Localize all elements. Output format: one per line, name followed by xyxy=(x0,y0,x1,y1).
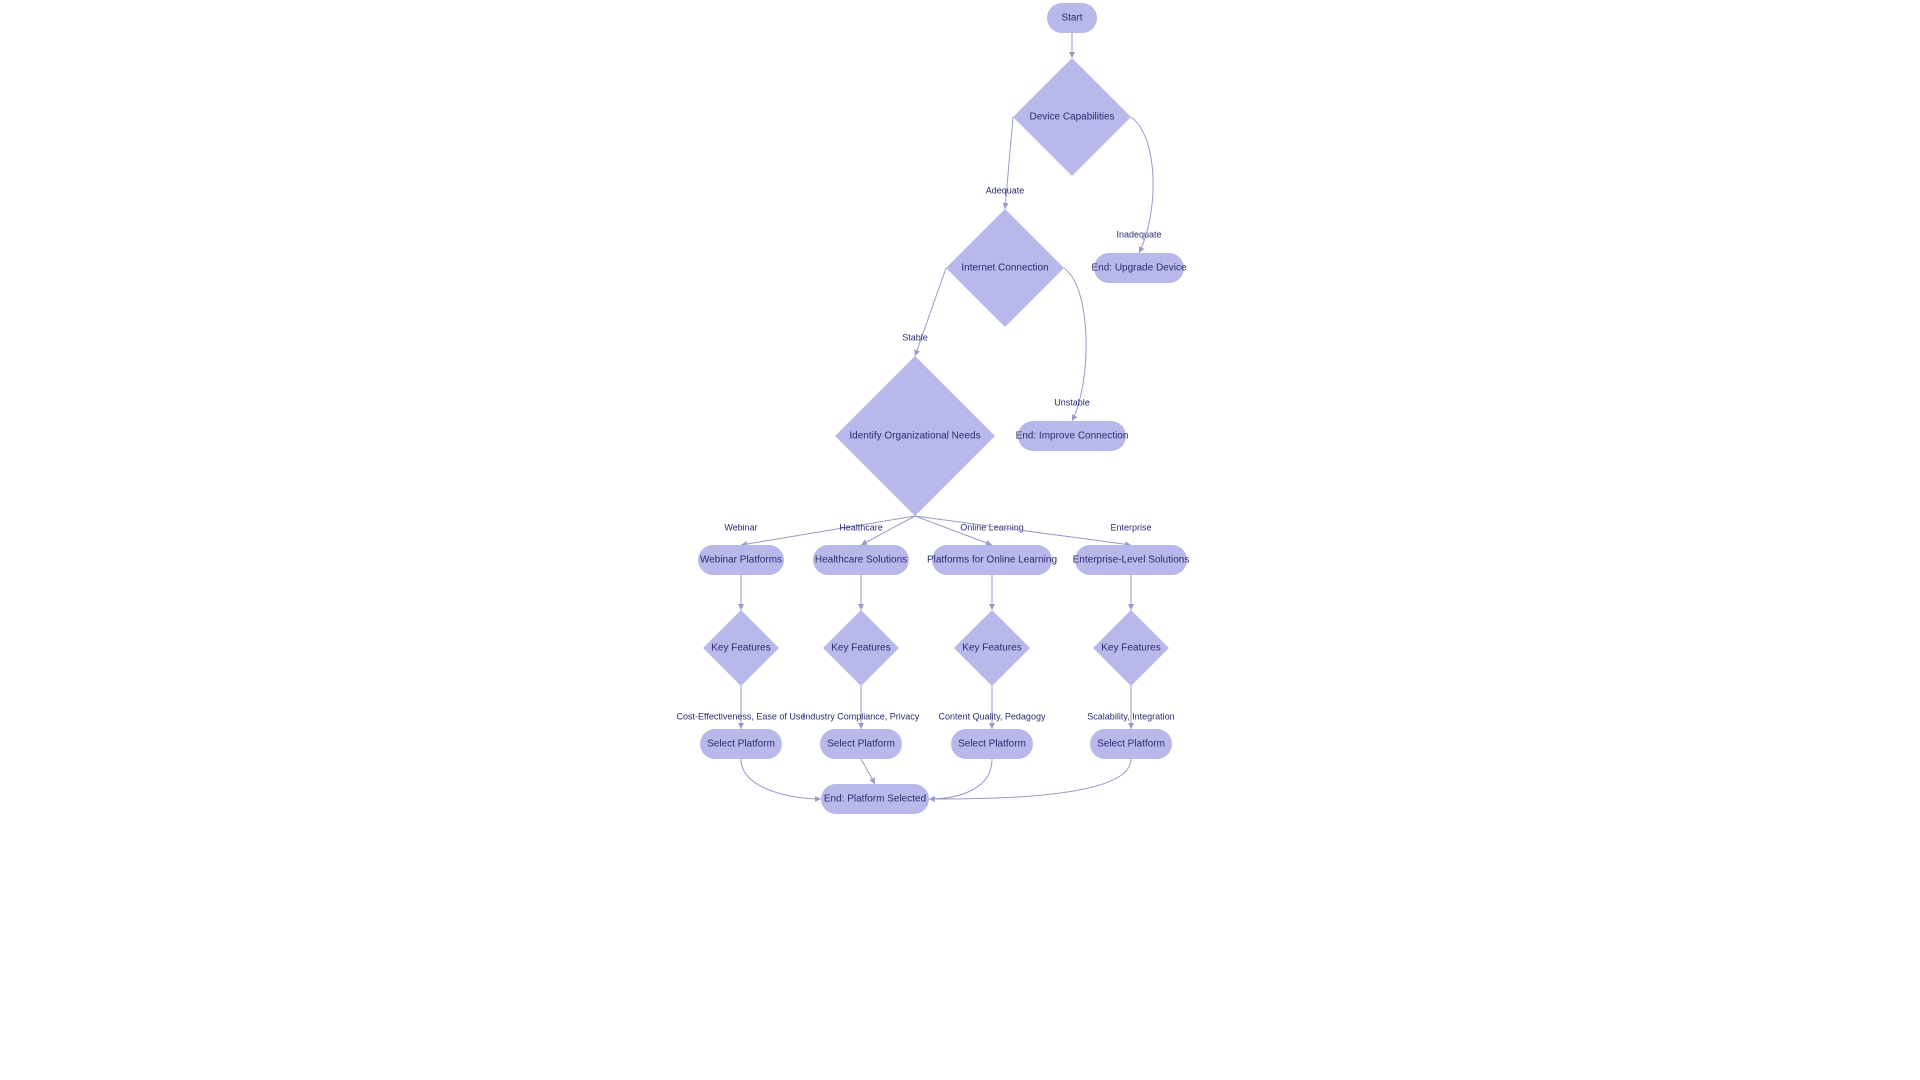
node-label-internet: Internet Connection xyxy=(961,263,1048,274)
edge-label-org-webinar: Webinar xyxy=(724,522,757,532)
edge-label-kf3-sp3: Content Quality, Pedagogy xyxy=(939,711,1046,721)
node-device: Device Capabilities xyxy=(1013,58,1131,176)
node-online: Platforms for Online Learning xyxy=(927,545,1057,575)
node-label-start: Start xyxy=(1061,13,1082,24)
edge-org-enterprise xyxy=(915,516,1131,545)
node-start: Start xyxy=(1047,3,1097,33)
edge-label-internet-improve: Unstable xyxy=(1054,397,1090,407)
edge-label-device-internet: Adequate xyxy=(986,185,1025,195)
edge-label-kf1-sp1: Cost-Effectiveness, Ease of Use xyxy=(677,711,806,721)
node-org: Identify Organizational Needs xyxy=(835,356,995,516)
node-enterprise: Enterprise-Level Solutions xyxy=(1073,545,1190,575)
node-label-webinar: Webinar Platforms xyxy=(700,555,782,566)
node-label-upgrade: End: Upgrade Device xyxy=(1091,263,1186,274)
node-kf1: Key Features xyxy=(703,610,779,686)
node-label-kf1: Key Features xyxy=(711,643,770,654)
node-label-kf3: Key Features xyxy=(962,643,1021,654)
edge-label-kf4-sp4: Scalability, Integration xyxy=(1087,711,1174,721)
node-kf4: Key Features xyxy=(1093,610,1169,686)
edge-label-internet-org: Stable xyxy=(902,332,928,342)
node-label-kf2: Key Features xyxy=(831,643,890,654)
node-webinar: Webinar Platforms xyxy=(698,545,784,575)
edge-label-device-upgrade: Inadequate xyxy=(1116,229,1161,239)
edge-sp2-end xyxy=(861,759,875,784)
edge-internet-org xyxy=(915,268,946,356)
edge-sp1-end xyxy=(741,759,821,799)
flowchart-diagram: Adequate Inadequate Stable Unstable Webinar H… xyxy=(210,0,1710,830)
node-end: End: Platform Selected xyxy=(821,784,929,814)
node-sp3: Select Platform xyxy=(951,729,1033,759)
node-label-healthcare: Healthcare Solutions xyxy=(815,555,907,566)
node-label-kf4: Key Features xyxy=(1101,643,1160,654)
edge-sp4-end xyxy=(929,759,1131,799)
node-label-improve: End: Improve Connection xyxy=(1016,431,1129,442)
node-label-org: Identify Organizational Needs xyxy=(849,431,980,442)
edge-label-org-online: Online Learning xyxy=(960,522,1024,532)
edge-sp3-end xyxy=(929,759,992,799)
node-sp4: Select Platform xyxy=(1090,729,1172,759)
node-kf2: Key Features xyxy=(823,610,899,686)
node-label-enterprise: Enterprise-Level Solutions xyxy=(1073,555,1190,566)
edge-label-org-enterprise: Enterprise xyxy=(1110,522,1151,532)
node-label-end: End: Platform Selected xyxy=(824,794,926,805)
node-kf3: Key Features xyxy=(954,610,1030,686)
node-label-sp1: Select Platform xyxy=(707,739,775,750)
node-label-online: Platforms for Online Learning xyxy=(927,555,1057,566)
node-label-sp2: Select Platform xyxy=(827,739,895,750)
node-healthcare: Healthcare Solutions xyxy=(813,545,909,575)
node-label-sp4: Select Platform xyxy=(1097,739,1165,750)
node-improve: End: Improve Connection xyxy=(1016,421,1129,451)
node-label-sp3: Select Platform xyxy=(958,739,1026,750)
edge-label-org-healthcare: Healthcare xyxy=(839,522,883,532)
edge-label-kf2-sp2: Industry Compliance, Privacy xyxy=(803,711,920,721)
node-upgrade: End: Upgrade Device xyxy=(1091,253,1186,283)
node-internet: Internet Connection xyxy=(946,209,1064,327)
node-sp2: Select Platform xyxy=(820,729,902,759)
node-sp1: Select Platform xyxy=(700,729,782,759)
node-label-device: Device Capabilities xyxy=(1029,112,1114,123)
